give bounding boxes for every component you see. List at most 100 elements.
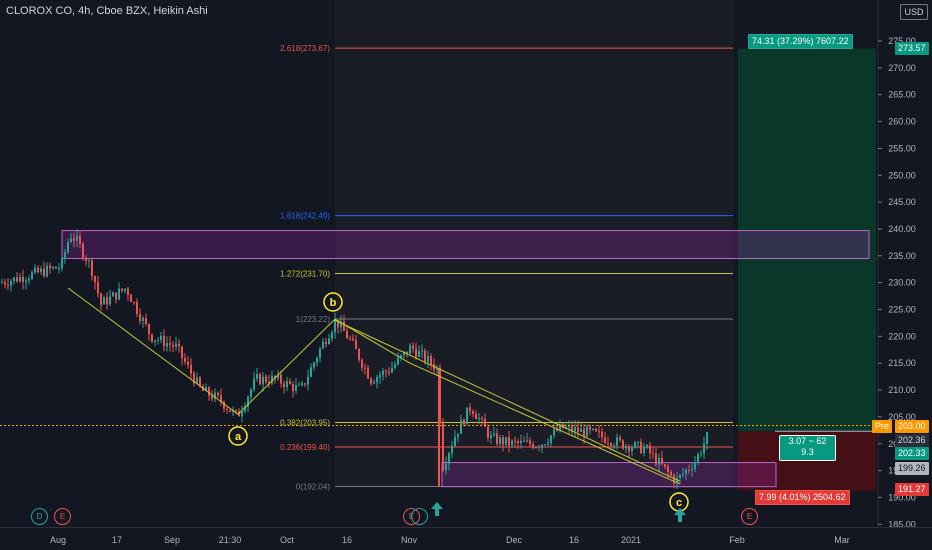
candle	[214, 392, 216, 400]
candle	[319, 348, 321, 358]
candle	[541, 444, 543, 448]
candle	[67, 242, 69, 253]
candle	[706, 432, 708, 444]
price-tick-label: 260.00	[888, 117, 916, 127]
candle	[163, 335, 165, 347]
candle	[100, 293, 102, 305]
price-tick-label: 250.00	[888, 170, 916, 180]
dividend-event-icon-2[interactable]	[411, 508, 428, 525]
candle	[667, 466, 669, 472]
candle	[109, 296, 111, 305]
candle	[37, 267, 39, 273]
candle	[472, 411, 474, 414]
candle	[397, 357, 399, 365]
candle	[622, 440, 624, 449]
candle	[502, 437, 504, 445]
candle	[7, 284, 9, 286]
candle	[289, 381, 291, 385]
candle	[271, 375, 273, 384]
candle	[511, 440, 513, 446]
candle	[157, 340, 159, 342]
candle	[355, 340, 357, 349]
candle	[421, 350, 423, 352]
candle	[475, 413, 477, 420]
candle	[685, 469, 687, 474]
candle	[691, 468, 693, 470]
candle	[544, 444, 546, 446]
candle	[412, 345, 414, 349]
candle	[658, 457, 660, 465]
candle	[220, 395, 222, 402]
candle	[250, 389, 252, 397]
candle	[82, 243, 84, 258]
candle	[217, 392, 219, 396]
candle	[568, 425, 570, 427]
candle	[379, 374, 381, 378]
candle	[613, 445, 615, 447]
earnings-event-icon-3[interactable]: E	[741, 508, 758, 525]
candle	[235, 410, 237, 412]
candle	[139, 313, 141, 321]
candle	[286, 381, 288, 388]
price-tick-label: 215.00	[888, 358, 916, 368]
candle	[253, 378, 255, 390]
candle	[481, 418, 483, 420]
candle	[196, 377, 198, 384]
candle	[460, 419, 462, 434]
price-tick-label: 205.00	[888, 412, 916, 422]
candle	[322, 341, 324, 349]
candle	[73, 238, 75, 241]
candle	[169, 343, 171, 346]
candle	[418, 351, 420, 357]
candle	[1, 282, 3, 284]
candle	[256, 374, 258, 379]
candle	[46, 265, 48, 277]
candle	[328, 338, 330, 345]
price-tick-label: 240.00	[888, 224, 916, 234]
candle	[16, 277, 18, 282]
wave-label-c: c	[676, 497, 682, 509]
candle	[49, 265, 51, 269]
candle	[346, 330, 348, 339]
candle	[391, 367, 393, 373]
candle	[466, 407, 468, 425]
candle	[112, 292, 114, 297]
candle	[457, 433, 459, 437]
candle	[559, 423, 561, 431]
candle	[601, 431, 603, 438]
candle	[211, 395, 213, 400]
candle	[325, 341, 327, 345]
candle	[697, 454, 699, 463]
time-label-1: 17	[112, 535, 122, 545]
candle	[508, 437, 510, 446]
candle	[529, 440, 531, 445]
candle	[490, 435, 492, 438]
earnings-event-icon-1[interactable]: E	[54, 508, 71, 525]
ref-price-tag: 202.36	[895, 434, 929, 447]
candle	[400, 355, 402, 358]
profit-zone	[738, 48, 876, 432]
wave-label-a: a	[235, 431, 242, 443]
candle	[643, 447, 645, 454]
candle	[265, 376, 267, 382]
candle	[160, 335, 162, 341]
candle	[28, 278, 30, 281]
currency-button[interactable]: USD	[900, 4, 928, 20]
candle	[13, 277, 15, 282]
candle	[661, 457, 663, 465]
dividend-event-icon[interactable]: D	[31, 508, 48, 525]
candle	[25, 280, 27, 283]
candle	[628, 446, 630, 452]
candle	[469, 407, 471, 412]
time-label-2: Sep	[164, 535, 180, 545]
candle	[307, 376, 309, 385]
candle	[199, 377, 201, 387]
candle	[283, 383, 285, 388]
candle	[133, 301, 135, 303]
candle	[370, 378, 372, 384]
candle	[574, 427, 576, 432]
candle	[361, 359, 363, 368]
pre-price-tag: 203.00	[895, 420, 929, 433]
candle	[454, 436, 456, 446]
